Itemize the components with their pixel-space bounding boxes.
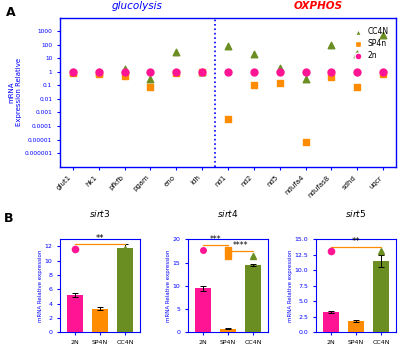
Point (276, 65, 283, 70)
Text: glucolysis: glucolysis (112, 1, 163, 11)
Point (122, 69, 128, 75)
Text: ***: *** (210, 236, 221, 244)
Point (70, 69, 76, 75)
Point (199, 69, 205, 75)
Text: OXPHOS: OXPHOS (294, 1, 343, 11)
Point (147, 69, 154, 75)
Bar (195, 288, 211, 332)
Bar (373, 261, 389, 332)
Bar (245, 265, 261, 332)
Bar (220, 329, 236, 332)
Point (147, 76, 154, 82)
Y-axis label: mRNA
Expression Relative: mRNA Expression Relative (8, 58, 22, 126)
Y-axis label: mRNA Relative expression: mRNA Relative expression (38, 250, 43, 322)
Bar (323, 312, 339, 332)
Text: **: ** (96, 234, 104, 244)
Legend: CC4N, SP4n, 2n: CC4N, SP4n, 2n (347, 24, 392, 63)
Point (173, 49, 180, 55)
Point (380, 69, 386, 75)
Text: ****: **** (233, 241, 248, 250)
Point (96, 69, 102, 75)
Text: **: ** (352, 237, 360, 246)
Bar (67, 295, 83, 332)
Y-axis label: mRNA Relative expression: mRNA Relative expression (288, 250, 293, 322)
Bar (92, 309, 108, 332)
Point (96, 71, 102, 77)
Bar (348, 321, 364, 332)
Point (122, 73, 128, 79)
Point (328, 74, 334, 80)
Point (70, 70, 76, 76)
Bar (117, 248, 133, 332)
Point (276, 80, 283, 86)
Point (70, 69, 76, 75)
Point (328, 42, 334, 47)
Point (96, 69, 102, 75)
Point (354, 69, 360, 75)
Point (173, 69, 180, 75)
Point (225, 43, 231, 49)
Y-axis label: mRNA Relative expression: mRNA Relative expression (166, 250, 171, 322)
Point (199, 69, 205, 75)
Point (276, 69, 283, 75)
Title: $\it{sirt4}$: $\it{sirt4}$ (217, 208, 239, 219)
Point (225, 117, 231, 122)
Point (199, 69, 205, 75)
Point (302, 76, 309, 82)
Point (380, 32, 386, 38)
Point (173, 70, 180, 76)
Point (380, 71, 386, 77)
Title: $\it{sirt5}$: $\it{sirt5}$ (345, 208, 367, 219)
Point (251, 83, 257, 88)
Point (225, 69, 231, 75)
Point (302, 139, 309, 145)
Point (354, 51, 360, 57)
Point (328, 69, 334, 75)
Text: B: B (4, 212, 14, 225)
Point (302, 69, 309, 75)
Point (147, 84, 154, 89)
Text: A: A (6, 6, 16, 19)
Point (122, 66, 128, 72)
Point (251, 69, 257, 75)
Point (354, 85, 360, 90)
Point (251, 51, 257, 57)
Title: $\it{sirt3}$: $\it{sirt3}$ (89, 208, 111, 219)
